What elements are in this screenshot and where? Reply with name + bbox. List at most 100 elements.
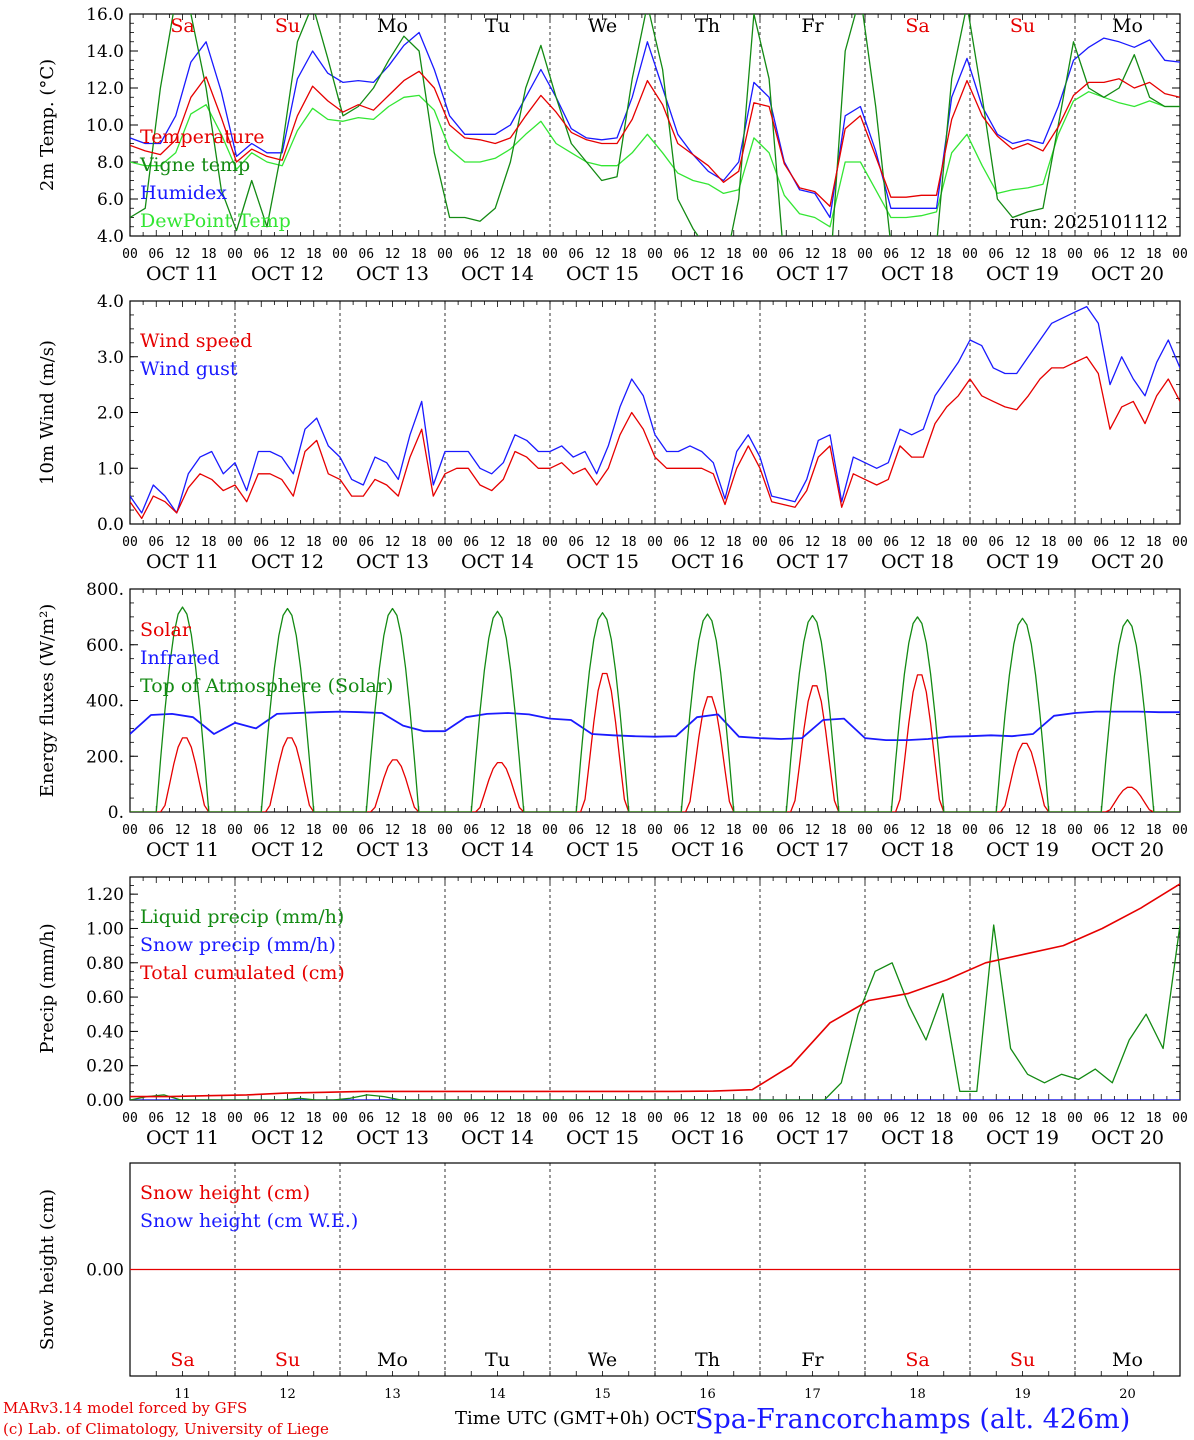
hour-tick-label: 00	[1067, 823, 1083, 838]
date-label: OCT 20	[1091, 263, 1164, 285]
date-label: OCT 15	[566, 551, 639, 573]
y-tick-label: 12.0	[86, 79, 124, 99]
date-label: OCT 13	[356, 551, 429, 573]
date-label: OCT 17	[776, 839, 849, 861]
hour-tick-label: 00	[227, 535, 243, 550]
hour-tick-label: 00	[437, 535, 453, 550]
day-number-label: 16	[699, 1387, 716, 1402]
date-label: OCT 18	[881, 839, 954, 861]
hour-tick-label: 06	[883, 823, 899, 838]
day-number-label: 15	[594, 1387, 611, 1402]
y-tick-label: 10.0	[86, 116, 124, 136]
legend-wind-gust: Wind gust	[140, 358, 238, 380]
weekday-label: Sa	[170, 15, 194, 37]
hour-tick-label: 12	[595, 247, 611, 262]
date-label: OCT 12	[251, 839, 324, 861]
legend-snow-height-cm-: Snow height (cm)	[140, 1182, 310, 1204]
date-label: OCT 11	[146, 263, 219, 285]
date-label: OCT 20	[1091, 839, 1164, 861]
hour-tick-label: 12	[490, 823, 506, 838]
date-label: OCT 14	[461, 1127, 534, 1149]
hour-tick-label: 12	[385, 535, 401, 550]
hour-tick-label: 00	[1172, 535, 1188, 550]
hour-tick-label: 12	[280, 247, 296, 262]
hour-tick-label: 06	[253, 247, 269, 262]
series-humidex	[130, 31, 1180, 219]
hour-tick-label: 18	[1146, 823, 1162, 838]
hour-tick-label: 00	[857, 1111, 873, 1126]
hour-tick-label: 18	[411, 1111, 427, 1126]
hour-tick-label: 18	[621, 247, 637, 262]
hour-tick-label: 06	[778, 247, 794, 262]
weekday-label: Mo	[1112, 15, 1143, 37]
day-number-label: 17	[804, 1387, 821, 1402]
hour-tick-label: 06	[1093, 247, 1109, 262]
hour-tick-label: 06	[1093, 823, 1109, 838]
hour-tick-label: 00	[437, 247, 453, 262]
hour-tick-label: 18	[831, 1111, 847, 1126]
hour-tick-label: 18	[516, 823, 532, 838]
date-label: OCT 15	[566, 1127, 639, 1149]
hour-tick-label: 00	[1172, 247, 1188, 262]
hour-tick-label: 12	[910, 1111, 926, 1126]
hour-tick-label: 18	[726, 1111, 742, 1126]
y-tick-label: 600.	[86, 636, 124, 656]
hour-tick-label: 06	[463, 1111, 479, 1126]
hour-tick-label: 06	[568, 535, 584, 550]
day-number-label: 20	[1119, 1387, 1136, 1402]
date-label: OCT 17	[776, 551, 849, 573]
hour-tick-label: 06	[148, 247, 164, 262]
plot-frame-wind	[129, 300, 1181, 525]
y-axis-label: Snow height (cm)	[37, 1189, 58, 1350]
hour-tick-label: 00	[227, 823, 243, 838]
hour-tick-label: 12	[700, 535, 716, 550]
hour-tick-label: 00	[752, 823, 768, 838]
y-tick-label: 14.0	[86, 42, 124, 62]
hour-tick-label: 12	[280, 823, 296, 838]
hour-tick-label: 00	[962, 247, 978, 262]
series-wind-gust	[130, 305, 1180, 514]
y-tick-label: 2.0	[97, 404, 124, 424]
hour-tick-label: 00	[752, 247, 768, 262]
hour-tick-label: 18	[1041, 247, 1057, 262]
hour-tick-label: 06	[358, 247, 374, 262]
series-toa-solar	[130, 606, 1180, 812]
hour-tick-label: 12	[805, 247, 821, 262]
hour-tick-label: 06	[463, 247, 479, 262]
hour-tick-label: 00	[437, 1111, 453, 1126]
y-tick-label: 0.20	[86, 1057, 124, 1077]
hour-tick-label: 12	[175, 823, 191, 838]
y-tick-label: 8.0	[97, 153, 124, 173]
hour-tick-label: 18	[306, 1111, 322, 1126]
panel-snow: 0.00 Snow height (cm) Snow height (cm) Snow…	[37, 1162, 1181, 1402]
date-label: OCT 17	[776, 1127, 849, 1149]
station-title: Spa-Francorchamps (alt. 426m)	[695, 1404, 1130, 1435]
panel-energy: 0. 200. 400. 600. 800. Energy fluxes (W/m²) 00…	[37, 580, 1188, 861]
plot-frame-energy	[129, 588, 1181, 813]
hour-tick-label: 06	[1093, 535, 1109, 550]
legend-top-of-atmosphere-solar-: Top of Atmosphere (Solar)	[140, 675, 393, 697]
series-solar	[130, 672, 1180, 812]
date-label: OCT 16	[671, 1127, 744, 1149]
hour-tick-label: 18	[201, 1111, 217, 1126]
date-label: OCT 19	[986, 551, 1059, 573]
date-label: OCT 16	[671, 263, 744, 285]
y-tick-label: 1.0	[97, 459, 124, 479]
panel-precip: 0.00 0.20 0.40 0.60 0.80 1.00 1.20 Precip (mm/h…	[37, 876, 1188, 1149]
y-tick-label: 3.0	[97, 348, 124, 368]
hour-tick-label: 18	[411, 247, 427, 262]
hour-tick-label: 18	[411, 823, 427, 838]
weekday-label: Th	[695, 15, 720, 37]
date-label: OCT 14	[461, 551, 534, 573]
hour-tick-label: 06	[568, 247, 584, 262]
weekday-label: Tu	[485, 1349, 510, 1371]
hour-tick-label: 06	[568, 823, 584, 838]
hour-tick-label: 06	[778, 1111, 794, 1126]
y-axis-label: Precip (mm/h)	[37, 923, 58, 1053]
hour-tick-label: 12	[595, 823, 611, 838]
y-tick-label: 16.0	[86, 5, 124, 25]
legend-snow-height-cm-w-e-: Snow height (cm W.E.)	[140, 1210, 358, 1232]
hour-tick-label: 00	[857, 823, 873, 838]
hour-tick-label: 12	[805, 1111, 821, 1126]
